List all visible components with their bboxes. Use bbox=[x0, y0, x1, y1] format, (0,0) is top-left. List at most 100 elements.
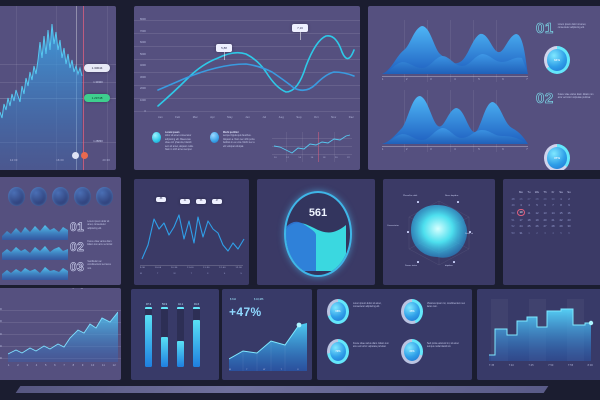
panel-line-trend[interactable]: 8000 7000 6000 5000 4000 3000 2000 1000 … bbox=[134, 6, 360, 170]
line-callout-2[interactable]: 7,16 bbox=[292, 24, 308, 32]
marker-dot-grey[interactable] bbox=[72, 152, 79, 159]
panel-big-area[interactable]: 04 Sed porta euismod mi, sit amet tempus… bbox=[0, 288, 121, 380]
globe-row-03[interactable]: 03 Vestibulum ac condimentum leo lacus n… bbox=[70, 261, 115, 274]
cal-day[interactable]: 12 bbox=[535, 210, 539, 215]
bar-gauge-4[interactable]: 91.6 bbox=[193, 303, 200, 367]
bar-track[interactable] bbox=[161, 307, 168, 367]
cal-day[interactable]: 20 bbox=[543, 217, 547, 222]
line-callout-1[interactable]: 5,88 bbox=[216, 44, 232, 52]
bar-gauge-group[interactable]: 97.3 53.9 44.1 bbox=[145, 303, 200, 367]
calendar-week-row[interactable]: 51 17 18 19 20 21 22 23 bbox=[509, 216, 573, 223]
panel-donut-grid[interactable]: 68% Lorem ipsum dolor sit amet, consecte… bbox=[317, 289, 472, 380]
intraday-marker-2[interactable]: 61 bbox=[180, 199, 190, 204]
calendar-week-row[interactable]: 50 10 11 12 13 14 15 16 bbox=[509, 208, 573, 217]
mountain-gauge-01[interactable]: 64% bbox=[544, 46, 570, 74]
bar-gauge-2[interactable]: 53.9 bbox=[161, 303, 168, 367]
mountain-chart-top[interactable]: 1 2 3 4 5 6 7 bbox=[382, 20, 528, 82]
cal-day[interactable]: 28 bbox=[551, 224, 555, 229]
donut-item-4[interactable]: 31% Sed porta euismod mi, sit amet tempu… bbox=[401, 339, 465, 364]
cal-day[interactable]: 3 bbox=[544, 230, 546, 235]
mountain-chart-bottom[interactable]: 1 2 3 4 5 6 7 bbox=[382, 90, 528, 152]
cal-day[interactable]: 31 bbox=[519, 230, 523, 235]
sparkline-03[interactable] bbox=[2, 264, 68, 280]
panel-bar-gauges[interactable]: 97.3 53.9 44.1 bbox=[131, 289, 219, 380]
cal-day[interactable]: 26 bbox=[535, 224, 539, 229]
calendar-grid[interactable]: Mo Tu We Th Fr Sa Su 48 26 27 28 29 30 1… bbox=[509, 189, 573, 236]
panel-liquid-gauge[interactable]: 561 bbox=[257, 179, 375, 285]
cal-day[interactable]: 16 bbox=[567, 210, 571, 215]
calendar-week-row[interactable]: 48 26 27 28 29 30 1 2 bbox=[509, 196, 573, 203]
intraday-marker-1[interactable]: 88 bbox=[156, 197, 166, 202]
mountain-gauge-02[interactable]: 37% bbox=[544, 144, 570, 170]
cal-day[interactable]: 23 bbox=[567, 217, 571, 222]
bar-track[interactable] bbox=[177, 307, 184, 367]
globe-row-01[interactable]: 01 Lorem ipsum dolor sit amet, consectet… bbox=[70, 221, 115, 234]
cal-day[interactable]: 7 bbox=[552, 203, 554, 208]
legend-item-1[interactable]: Lorem ipsum dolor sit amet consectetur a… bbox=[152, 132, 196, 152]
donut-gauge-1[interactable]: 68% bbox=[327, 299, 349, 324]
cal-day[interactable]: 29 bbox=[559, 224, 563, 229]
cal-day[interactable]: 3 bbox=[520, 203, 522, 208]
panel-mountain-charts[interactable]: 1 2 3 4 5 6 7 1 2 3 4 5 bbox=[368, 6, 600, 170]
donut-item-2[interactable]: 45% Vivamus ipsum mi, condimentum nec la… bbox=[401, 299, 465, 324]
cal-day[interactable]: 22 bbox=[559, 217, 563, 222]
intraday-marker-3[interactable]: 55 bbox=[196, 199, 206, 204]
calendar-week-row[interactable]: 49 3 4 5 6 7 8 9 bbox=[509, 202, 573, 209]
cal-day[interactable]: 29 bbox=[543, 196, 547, 201]
cal-day[interactable]: 1 bbox=[528, 230, 530, 235]
cal-day[interactable]: 27 bbox=[543, 224, 547, 229]
cal-day[interactable]: 15 bbox=[559, 210, 563, 215]
donut-item-1[interactable]: 68% Lorem ipsum dolor sit amet, consecte… bbox=[327, 299, 393, 324]
calendar-week-row[interactable]: 53 31 1 2 3 4 5 6 bbox=[509, 230, 573, 237]
cal-day[interactable]: 30 bbox=[567, 224, 571, 229]
cal-day[interactable]: 21 bbox=[551, 217, 555, 222]
price-label-current[interactable]: 1.29748 bbox=[84, 94, 110, 102]
sparkline-02[interactable] bbox=[2, 244, 68, 260]
donut-gauge-2[interactable]: 45% bbox=[401, 299, 423, 324]
cal-day[interactable]: 27 bbox=[527, 196, 531, 201]
cal-day[interactable]: 6 bbox=[544, 203, 546, 208]
cal-day[interactable]: 5 bbox=[536, 203, 538, 208]
cal-day[interactable]: 9 bbox=[568, 203, 570, 208]
calendar-week-row[interactable]: 52 24 25 26 27 28 29 30 bbox=[509, 223, 573, 230]
cal-day[interactable]: 14 bbox=[551, 210, 555, 215]
cal-day[interactable]: 4 bbox=[528, 203, 530, 208]
price-label-top[interactable]: 1.30644 bbox=[84, 64, 110, 72]
intraday-marker-4[interactable]: 47 bbox=[212, 199, 222, 204]
panel-radar[interactable]: Phasellus nibh Nunc dapibus Dolor sit da… bbox=[383, 179, 495, 285]
cal-day[interactable]: 19 bbox=[535, 217, 539, 222]
legend-item-2[interactable]: Morbi porttitor semper ligula quis fauci… bbox=[210, 132, 256, 149]
cal-day[interactable]: 5 bbox=[560, 230, 562, 235]
panel-intraday[interactable]: 88 61 55 47 9:30 10:00 10:30 11:00 11:30… bbox=[134, 179, 249, 285]
cal-day[interactable]: 8 bbox=[560, 203, 562, 208]
bar-track[interactable] bbox=[193, 307, 200, 367]
donut-gauge-4[interactable]: 31% bbox=[401, 339, 423, 364]
liquid-gauge-ring[interactable]: 561 bbox=[284, 191, 352, 277]
panel-step-area[interactable]: 7:35 7:40 7:45 7:50 7:55 8:00 bbox=[477, 289, 600, 380]
cal-day[interactable]: 26 bbox=[519, 196, 523, 201]
cal-day[interactable]: 4 bbox=[552, 230, 554, 235]
panel-growth[interactable]: $ 312 $ 18,486 +47% M T W T F bbox=[222, 289, 312, 380]
cal-day[interactable]: 11 bbox=[527, 210, 531, 215]
donut-item-3[interactable]: 72% Fusce vitae varius diam. Etiam non a… bbox=[327, 339, 393, 364]
donut-gauge-3[interactable]: 72% bbox=[327, 339, 349, 364]
cal-day[interactable]: 28 bbox=[535, 196, 539, 201]
bar-gauge-3[interactable]: 44.1 bbox=[177, 303, 184, 367]
cal-day[interactable]: 30 bbox=[551, 196, 555, 201]
bar-track[interactable] bbox=[145, 307, 152, 367]
bar-gauge-1[interactable]: 97.3 bbox=[145, 303, 152, 367]
mountain-item-01[interactable]: 01 Lorem ipsum dolor sit amet, consectet… bbox=[536, 21, 594, 37]
cal-day[interactable]: 2 bbox=[536, 230, 538, 235]
globe-row-04[interactable]: 04 Sed porta euismod mi, sit amet tempus… bbox=[70, 288, 115, 290]
cal-day[interactable]: 13 bbox=[543, 210, 547, 215]
cal-day[interactable]: 25 bbox=[527, 224, 531, 229]
mountain-item-02[interactable]: 02 Fusce vitae varius diam. Etiam non ar… bbox=[536, 91, 594, 107]
cal-day[interactable]: 18 bbox=[527, 217, 531, 222]
cal-day[interactable]: 2 bbox=[568, 196, 570, 201]
panel-globes[interactable]: 01 Lorem ipsum dolor sit amet, consectet… bbox=[0, 177, 121, 285]
marker-dot-red[interactable] bbox=[81, 152, 88, 159]
cal-day[interactable]: 24 bbox=[519, 224, 523, 229]
panel-stock-chart[interactable]: 1.30644 1.30300 1.29748 1.28830 12:00 16… bbox=[0, 6, 116, 170]
sparkline-01[interactable] bbox=[2, 224, 68, 240]
inset-sparkline-chart[interactable]: 10 12 14 16 18 20 22 bbox=[272, 132, 352, 162]
